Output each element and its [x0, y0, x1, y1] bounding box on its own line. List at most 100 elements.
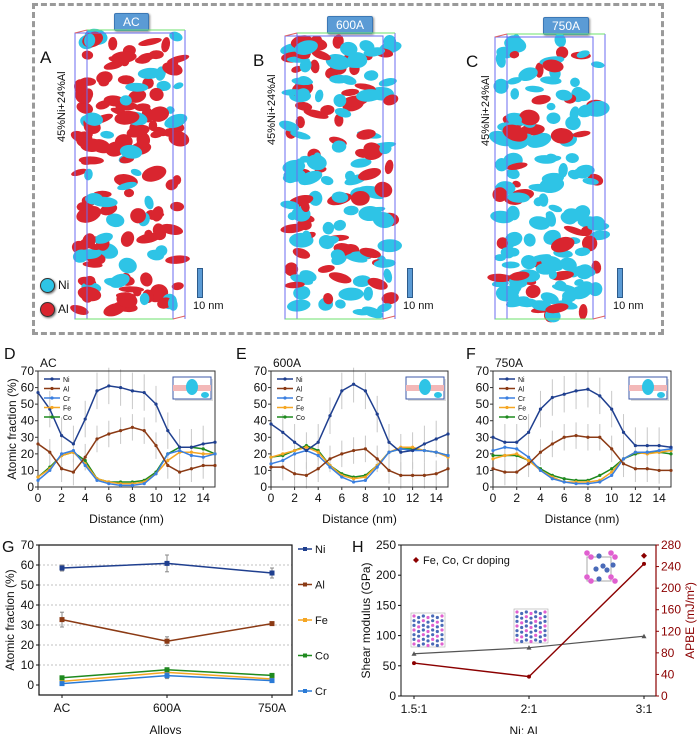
apt-panel-frame	[32, 3, 664, 335]
scale-bar-label: 10 nm	[613, 300, 644, 312]
legend-label: Fe	[63, 406, 71, 413]
data-point-al	[59, 617, 65, 623]
data-point-cr	[491, 448, 495, 453]
data-point-cr	[201, 455, 205, 459]
ni-isosurface	[335, 299, 346, 309]
al-isosurface	[384, 159, 394, 175]
al-isosurface	[545, 303, 569, 314]
al-isosurface	[108, 56, 124, 64]
legend-label: Fe	[296, 406, 304, 413]
al-isosurface	[542, 59, 564, 73]
data-point-ni	[71, 442, 75, 446]
data-point-ni	[281, 430, 285, 434]
al-isosurface	[303, 109, 329, 119]
series-line-ni	[37, 385, 216, 448]
scale-bar	[197, 268, 203, 298]
legend-label: Ni	[518, 377, 525, 384]
atom	[421, 614, 425, 618]
data-point-al	[422, 473, 426, 477]
data-point-ni	[574, 389, 578, 393]
atom	[529, 621, 533, 625]
data-point-al	[550, 442, 554, 446]
data-point-ni	[60, 434, 64, 438]
ni-isosurface	[156, 80, 171, 92]
data-point-co	[491, 453, 495, 458]
ni-isosurface	[352, 275, 372, 287]
data-point-ni	[586, 387, 590, 391]
data-point-al	[83, 455, 87, 459]
ni-isosurface	[352, 309, 371, 316]
ni-isosurface	[294, 88, 310, 101]
al-isosurface	[310, 59, 320, 74]
legend-marker	[505, 415, 509, 419]
al-legend-marker	[40, 302, 55, 317]
scale-bar-label: 10 nm	[403, 300, 434, 312]
al-isosurface	[151, 206, 164, 222]
atom	[529, 630, 533, 634]
atom	[520, 630, 524, 634]
x-tick-label: 12	[629, 491, 643, 505]
x-tick-label: 10	[382, 491, 396, 505]
data-point-ni	[363, 389, 367, 393]
data-point-cr	[48, 468, 52, 473]
atom-ni	[593, 566, 599, 572]
al-isosurface	[80, 92, 92, 104]
data-point-ni	[434, 437, 438, 441]
y-tick-label: 0	[260, 480, 267, 494]
al-isosurface	[363, 142, 382, 157]
data-point-al	[293, 472, 297, 476]
atom	[543, 624, 547, 628]
x-tick-label: 4	[537, 491, 544, 505]
x-tick-label: 4	[315, 491, 322, 505]
y-tick-label: 200	[376, 568, 396, 582]
data-point-cr	[446, 453, 450, 458]
atom-al	[608, 550, 614, 556]
box-corner-edge	[494, 33, 508, 38]
y-tick-label: 10	[21, 463, 35, 477]
ni-isosurface	[139, 292, 150, 306]
legend-label: Al	[296, 387, 303, 394]
series-line-al	[271, 448, 449, 477]
data-point-cr	[36, 478, 40, 482]
atom	[417, 639, 421, 643]
data-point-cr	[586, 482, 590, 486]
atom	[421, 628, 425, 632]
atom	[524, 638, 528, 642]
al-isosurface	[108, 36, 118, 51]
data-point-cr	[269, 462, 273, 466]
series-line-ni	[492, 388, 672, 448]
data-point-ni	[154, 402, 158, 406]
atom	[520, 621, 524, 625]
ni-isosurface	[574, 265, 596, 277]
al-isosurface	[317, 265, 335, 273]
legend-label: Co	[63, 415, 72, 422]
y-tick-label: 250	[376, 538, 396, 552]
al-isosurface	[76, 202, 88, 211]
data-point-cr	[119, 483, 123, 487]
data-point-al	[164, 638, 170, 644]
data-point-ni	[269, 422, 273, 426]
atom	[412, 614, 416, 618]
atom-ni	[610, 562, 616, 568]
al-isosurface	[120, 231, 135, 247]
data-point-fe	[316, 450, 320, 454]
ni-legend-label: Ni	[58, 278, 70, 292]
ni-isosurface	[560, 211, 577, 225]
ni-isosurface	[506, 35, 523, 48]
ni-isosurface	[320, 175, 334, 186]
legend-label: Cr	[296, 396, 304, 403]
data-point-al	[142, 429, 146, 433]
chart-title: 600A	[273, 356, 301, 370]
data-point-apbe	[527, 674, 531, 679]
data-point-ni	[352, 382, 356, 386]
data-point-al	[621, 462, 626, 466]
data-point-al	[352, 448, 356, 453]
data-point-cr	[293, 452, 297, 456]
data-point-cr	[189, 453, 193, 458]
ni-isosurface	[345, 170, 356, 182]
ni-isosurface	[496, 46, 514, 59]
data-point-al	[60, 467, 64, 471]
atom	[524, 633, 528, 637]
atom-ni	[596, 553, 602, 559]
